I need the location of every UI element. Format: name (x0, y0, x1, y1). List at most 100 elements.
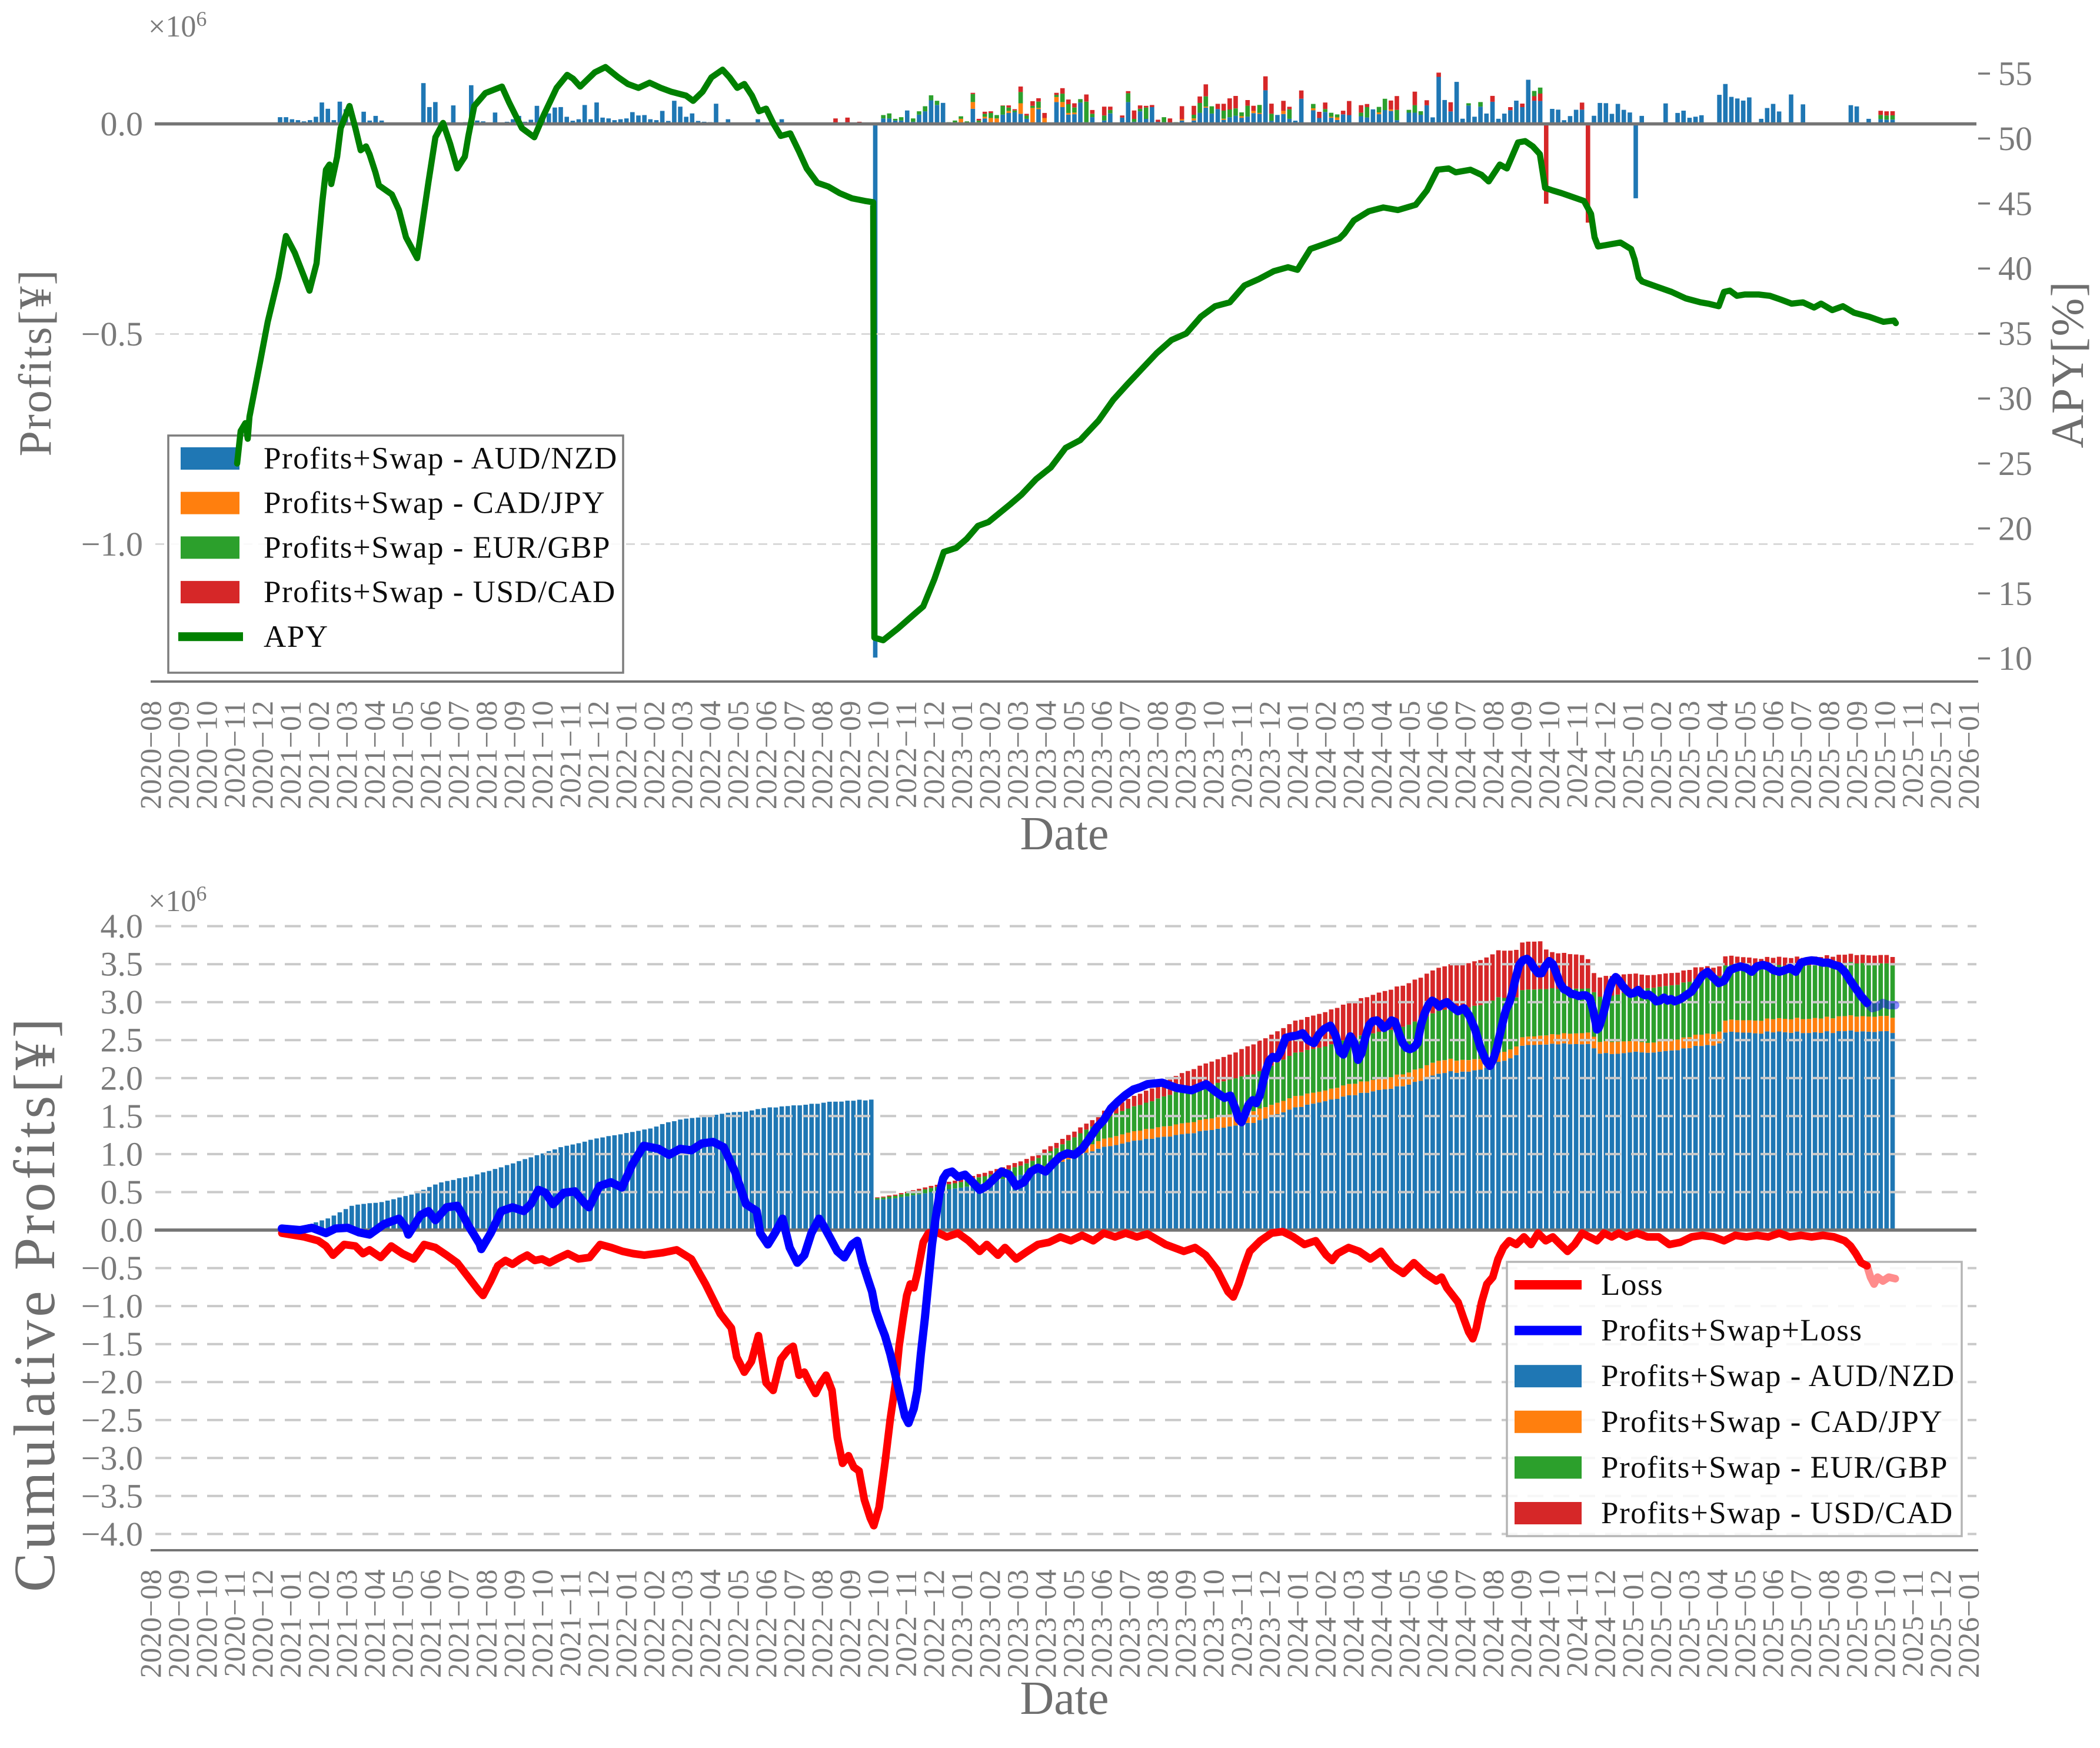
svg-text:2024−08: 2024−08 (1477, 700, 1510, 809)
svg-text:2025−10: 2025−10 (1869, 1569, 1902, 1678)
svg-text:2020−09: 2020−09 (163, 700, 196, 809)
svg-text:2023−03: 2023−03 (1002, 1569, 1035, 1678)
svg-text:Profits+Swap - CAD/JPY: Profits+Swap - CAD/JPY (264, 486, 605, 520)
svg-text:2023−10: 2023−10 (1198, 1569, 1231, 1678)
svg-text:Date: Date (1020, 1673, 1109, 1724)
svg-text:2020−11: 2020−11 (219, 700, 252, 808)
svg-text:2022−04: 2022−04 (694, 700, 727, 809)
svg-text:2022−02: 2022−02 (638, 1569, 671, 1678)
svg-text:2022−11: 2022−11 (890, 700, 923, 808)
svg-text:45: 45 (1998, 184, 2032, 222)
svg-text:2024−12: 2024−12 (1589, 1569, 1622, 1678)
svg-text:2025−07: 2025−07 (1785, 700, 1818, 809)
svg-text:2024−02: 2024−02 (1310, 1569, 1343, 1678)
svg-text:2024−05: 2024−05 (1393, 1569, 1426, 1678)
svg-text:Profits+Swap - CAD/JPY: Profits+Swap - CAD/JPY (1601, 1405, 1943, 1439)
svg-text:2021−12: 2021−12 (583, 1569, 615, 1678)
svg-text:2024−01: 2024−01 (1282, 700, 1314, 809)
svg-text:2021−02: 2021−02 (303, 1569, 336, 1678)
svg-text:2025−06: 2025−06 (1757, 1569, 1790, 1678)
svg-text:2023−10: 2023−10 (1198, 700, 1231, 809)
svg-text:2022−03: 2022−03 (667, 700, 700, 809)
svg-text:0.5: 0.5 (101, 1173, 144, 1211)
svg-text:2023−06: 2023−06 (1086, 700, 1119, 809)
svg-text:2025−06: 2025−06 (1757, 700, 1790, 809)
svg-text:2024−05: 2024−05 (1393, 700, 1426, 809)
svg-text:2021−08: 2021−08 (471, 700, 504, 809)
svg-text:2025−04: 2025−04 (1701, 1569, 1734, 1678)
svg-text:2025−07: 2025−07 (1785, 1569, 1818, 1678)
svg-text:2020−12: 2020−12 (247, 700, 280, 809)
svg-text:2022−03: 2022−03 (667, 1569, 700, 1678)
svg-text:2021−07: 2021−07 (442, 700, 475, 809)
svg-text:2023−03: 2023−03 (1002, 700, 1035, 809)
svg-text:2021−11: 2021−11 (555, 1569, 588, 1677)
svg-text:2022−04: 2022−04 (694, 1569, 727, 1678)
svg-text:2024−08: 2024−08 (1477, 1569, 1510, 1678)
svg-text:Loss: Loss (1601, 1268, 1663, 1302)
svg-text:2026−01: 2026−01 (1953, 700, 1986, 809)
svg-text:−3.5: −3.5 (81, 1477, 143, 1515)
svg-text:2025−11: 2025−11 (1897, 1569, 1930, 1677)
svg-text:2025−03: 2025−03 (1673, 1569, 1706, 1678)
svg-text:2024−09: 2024−09 (1506, 1569, 1539, 1678)
svg-text:2022−12: 2022−12 (918, 1569, 951, 1678)
svg-text:Profits+Swap - EUR/GBP: Profits+Swap - EUR/GBP (264, 530, 611, 564)
svg-text:2021−09: 2021−09 (499, 1569, 532, 1678)
svg-text:2022−01: 2022−01 (611, 1569, 644, 1678)
svg-text:2025−09: 2025−09 (1841, 1569, 1874, 1678)
svg-text:2020−10: 2020−10 (191, 700, 224, 809)
svg-text:2022−08: 2022−08 (806, 1569, 839, 1678)
svg-text:2022−08: 2022−08 (806, 700, 839, 809)
svg-text:2020−08: 2020−08 (135, 700, 168, 809)
svg-text:2024−11: 2024−11 (1562, 700, 1595, 808)
svg-text:2026−01: 2026−01 (1953, 1569, 1986, 1678)
svg-text:2023−11: 2023−11 (1226, 700, 1259, 808)
svg-text:2025−04: 2025−04 (1701, 700, 1734, 809)
svg-text:2021−10: 2021−10 (527, 700, 560, 809)
svg-text:2022−12: 2022−12 (918, 700, 951, 809)
svg-text:2021−03: 2021−03 (331, 1569, 364, 1678)
svg-text:2023−04: 2023−04 (1030, 700, 1063, 809)
svg-text:2021−04: 2021−04 (359, 1569, 392, 1678)
svg-text:2022−02: 2022−02 (638, 700, 671, 809)
svg-text:2021−07: 2021−07 (442, 1569, 475, 1678)
svg-text:−3.0: −3.0 (81, 1439, 143, 1477)
svg-text:2021−05: 2021−05 (387, 1569, 420, 1678)
svg-text:2024−01: 2024−01 (1282, 1569, 1314, 1678)
svg-text:2020−09: 2020−09 (163, 1569, 196, 1678)
svg-text:2022−01: 2022−01 (611, 700, 644, 809)
svg-text:2023−07: 2023−07 (1114, 1569, 1147, 1678)
svg-text:2022−07: 2022−07 (778, 1569, 811, 1678)
svg-text:40: 40 (1998, 250, 2032, 288)
svg-text:2024−10: 2024−10 (1533, 1569, 1566, 1678)
svg-text:2021−06: 2021−06 (415, 1569, 448, 1678)
svg-text:2025−12: 2025−12 (1925, 1569, 1958, 1678)
svg-text:2025−08: 2025−08 (1813, 1569, 1846, 1678)
svg-text:2023−04: 2023−04 (1030, 1569, 1063, 1678)
svg-text:2022−11: 2022−11 (890, 1569, 923, 1677)
svg-text:35: 35 (1998, 314, 2032, 353)
svg-text:0.0: 0.0 (101, 105, 144, 143)
svg-text:1.0: 1.0 (101, 1135, 144, 1173)
svg-text:25: 25 (1998, 444, 2032, 483)
svg-text:2020−10: 2020−10 (191, 1569, 224, 1678)
svg-text:2021−11: 2021−11 (555, 700, 588, 808)
svg-text:Profits+Swap - EUR/GBP: Profits+Swap - EUR/GBP (1601, 1450, 1948, 1484)
svg-text:APY: APY (264, 620, 329, 654)
svg-text:2023−05: 2023−05 (1058, 1569, 1091, 1678)
svg-text:2022−10: 2022−10 (862, 1569, 895, 1678)
svg-text:2024−07: 2024−07 (1450, 700, 1483, 809)
svg-text:2023−06: 2023−06 (1086, 1569, 1119, 1678)
svg-text:2024−03: 2024−03 (1337, 700, 1370, 809)
svg-text:2.0: 2.0 (101, 1059, 144, 1097)
svg-text:2025−05: 2025−05 (1729, 700, 1762, 809)
svg-text:−0.5: −0.5 (81, 315, 143, 353)
svg-text:2025−10: 2025−10 (1869, 700, 1902, 809)
svg-text:2021−02: 2021−02 (303, 700, 336, 809)
svg-text:2024−11: 2024−11 (1562, 1569, 1595, 1677)
svg-text:2024−04: 2024−04 (1366, 700, 1399, 809)
svg-text:2024−09: 2024−09 (1506, 700, 1539, 809)
svg-text:2021−09: 2021−09 (499, 700, 532, 809)
svg-text:2025−02: 2025−02 (1645, 1569, 1678, 1678)
